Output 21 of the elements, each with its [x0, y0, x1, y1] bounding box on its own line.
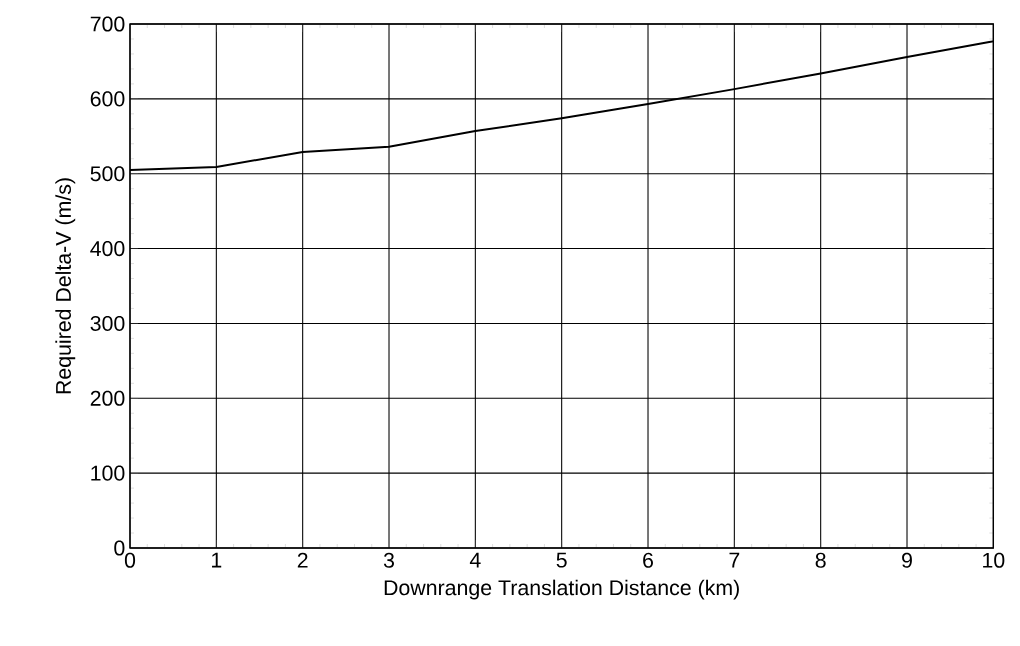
- y-tick-label: 100: [91, 465, 125, 481]
- y-tick-label: 400: [90, 241, 125, 257]
- x-tick-label: 9: [902, 552, 912, 568]
- x-tick-label: 7: [729, 552, 740, 568]
- x-tick-label: 6: [643, 552, 653, 568]
- x-tick-label: 4: [469, 552, 481, 568]
- x-tick-label: 8: [815, 552, 826, 568]
- y-tick-label: 500: [90, 166, 125, 182]
- y-tick-label: 700: [90, 16, 125, 32]
- y-tick-label: 200: [90, 390, 125, 406]
- x-tick-label: 1: [212, 552, 222, 568]
- y-tick-label: 600: [90, 91, 125, 107]
- x-tick-label: 5: [556, 552, 567, 568]
- y-tick-label: 300: [90, 315, 125, 331]
- x-axis-title: Downrange Translation Distance (km): [384, 579, 739, 600]
- x-tick-label: 10: [983, 552, 1005, 568]
- x-tick-label: 2: [297, 552, 308, 568]
- y-tick-label: 0: [114, 540, 125, 556]
- x-tick-label: 3: [383, 552, 394, 568]
- x-tick-label: 0: [124, 552, 136, 568]
- y-axis-title: Required Delta-V (m/s): [55, 178, 76, 394]
